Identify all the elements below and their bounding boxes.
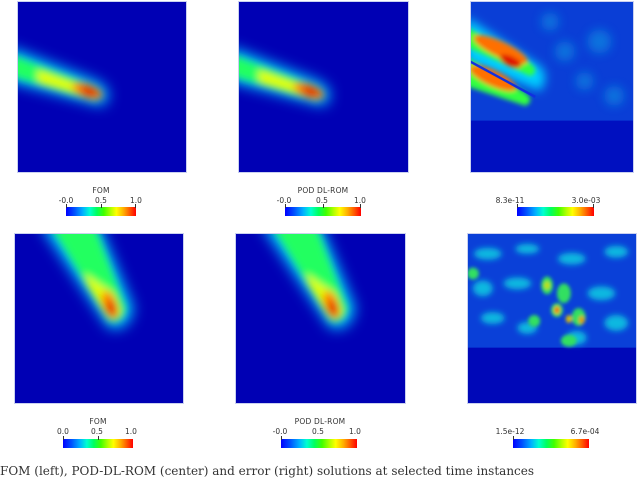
figure-caption: FOM (left), POD-DL-ROM (center) and erro… [0,464,535,478]
colorbar-title: POD DL-ROM [297,186,349,195]
colorbar-mid-label: 0.5 [95,196,107,205]
colorbar-title: POD DL-ROM [294,417,346,426]
colorbar-mid-label: 0.5 [91,427,103,436]
colorbar-gradient [281,436,357,448]
colorbar-gradient [285,204,361,216]
colorbar-title: FOM [92,186,110,195]
colorbar-max-label: 1.0 [130,196,142,205]
colorbar-min-label: -0.0 [272,427,288,436]
colorbar-min-label: -0.0 [58,196,74,205]
fom-field-image [15,234,183,403]
error-field-plot-row1 [470,1,634,173]
colorbar-gradient [517,204,594,216]
pod-dl-rom-field-image [239,2,408,172]
colorbar-gradient [513,436,589,448]
colorbar-error-row1: 8.3e-11 3.0e-03 [490,183,620,223]
fom-field-plot-row1 [17,1,187,173]
colorbar-title: FOM [89,417,107,426]
colorbar-pod-dl-rom-row1: POD DL-ROM -0.0 0.5 1.0 [258,183,388,223]
colorbar-min-label: 8.3e-11 [495,196,525,205]
colorbar-max-label: 1.0 [354,196,366,205]
colorbar-min-label: -0.0 [276,196,292,205]
colorbar-fom-row1: FOM -0.0 0.5 1.0 [36,183,166,223]
colorbar-error-row2: 1.5e-12 6.7e-04 [490,414,620,454]
pod-dl-rom-field-plot-row1 [238,1,409,173]
error-field-image [468,234,636,403]
colorbar-mid-label: 0.5 [316,196,328,205]
colorbar-min-label: 0.0 [57,427,69,436]
colorbar-mid-label: 0.5 [312,427,324,436]
colorbar-max-label: 1.0 [349,427,361,436]
colorbar-max-label: 1.0 [125,427,137,436]
colorbar-gradient [63,436,133,448]
fom-field-image [18,2,186,172]
error-field-image [471,2,633,172]
colorbar-max-label: 3.0e-03 [571,196,601,205]
colorbar-pod-dl-rom-row2: POD DL-ROM -0.0 0.5 1.0 [255,414,385,454]
pod-dl-rom-field-image [236,234,405,403]
error-field-plot-row2 [467,233,637,404]
fom-field-plot-row2 [14,233,184,404]
colorbar-min-label: 1.5e-12 [495,427,525,436]
colorbar-gradient [66,204,136,216]
colorbar-fom-row2: FOM 0.0 0.5 1.0 [33,414,163,454]
pod-dl-rom-field-plot-row2 [235,233,406,404]
colorbar-max-label: 6.7e-04 [570,427,600,436]
